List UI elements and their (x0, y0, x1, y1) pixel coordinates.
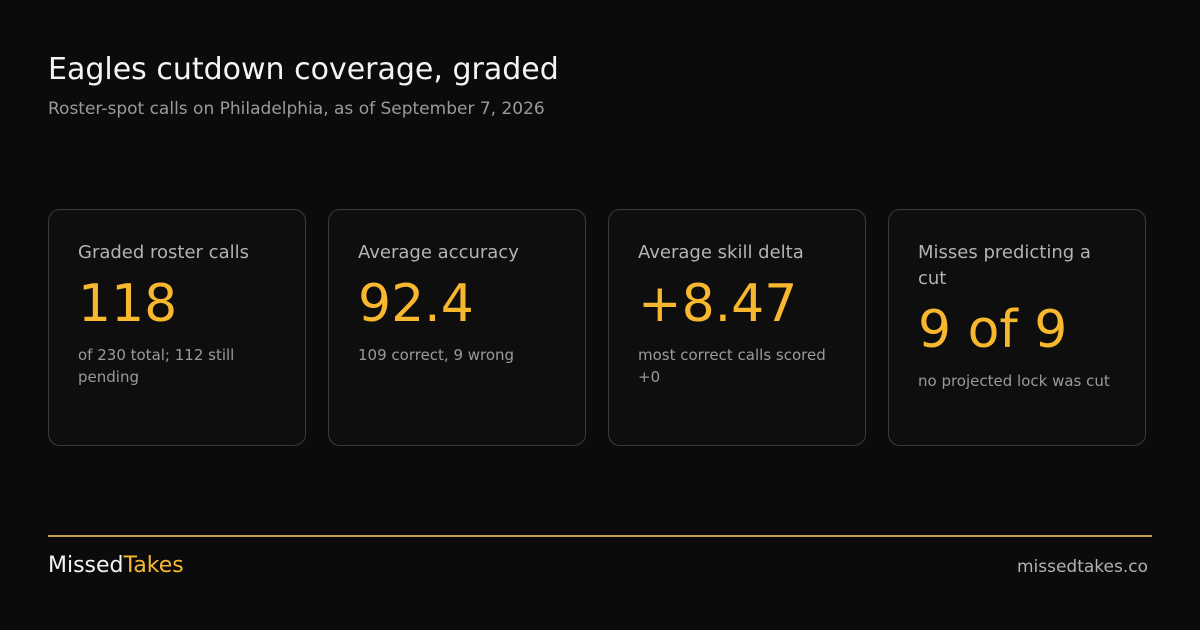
card-note: no projected lock was cut (918, 372, 1110, 390)
card-label: Average skill delta (638, 242, 804, 263)
card-note: of 230 total; 112 still pending (78, 346, 235, 386)
subtitle: Roster-spot calls on Philadelphia, as of… (48, 99, 545, 119)
card-note: most correct calls scored +0 (638, 346, 826, 386)
brand-second: Takes (123, 553, 184, 578)
card-label: Misses predicting a cut (918, 242, 1091, 289)
cards: Graded roster calls 118 of 230 total; 112 … (48, 209, 1146, 446)
card-label: Average accuracy (358, 242, 519, 263)
divider (48, 535, 1152, 537)
card-value: 118 (78, 274, 178, 334)
card-value: 92.4 (358, 274, 474, 334)
card-note: 109 correct, 9 wrong (358, 346, 515, 364)
stat-card: Misses predicting a cut 9 of 9 no projecte… (888, 209, 1146, 446)
stat-card: Average accuracy 92.4 109 correct, 9 wrong (328, 209, 586, 446)
brand: MissedTakes (48, 553, 184, 578)
card-label: Graded roster calls (78, 242, 249, 263)
card-value: +8.47 (638, 274, 798, 334)
url: missedtakes.co (1016, 557, 1148, 577)
stat-card: Graded roster calls 118 of 230 total; 112 … (48, 209, 306, 446)
stat-card: Average skill delta +8.47 most correct cal… (608, 209, 866, 446)
card-value: 9 of 9 (918, 300, 1068, 360)
title: Eagles cutdown coverage, graded (48, 52, 559, 87)
brand-first: Missed (48, 553, 124, 578)
